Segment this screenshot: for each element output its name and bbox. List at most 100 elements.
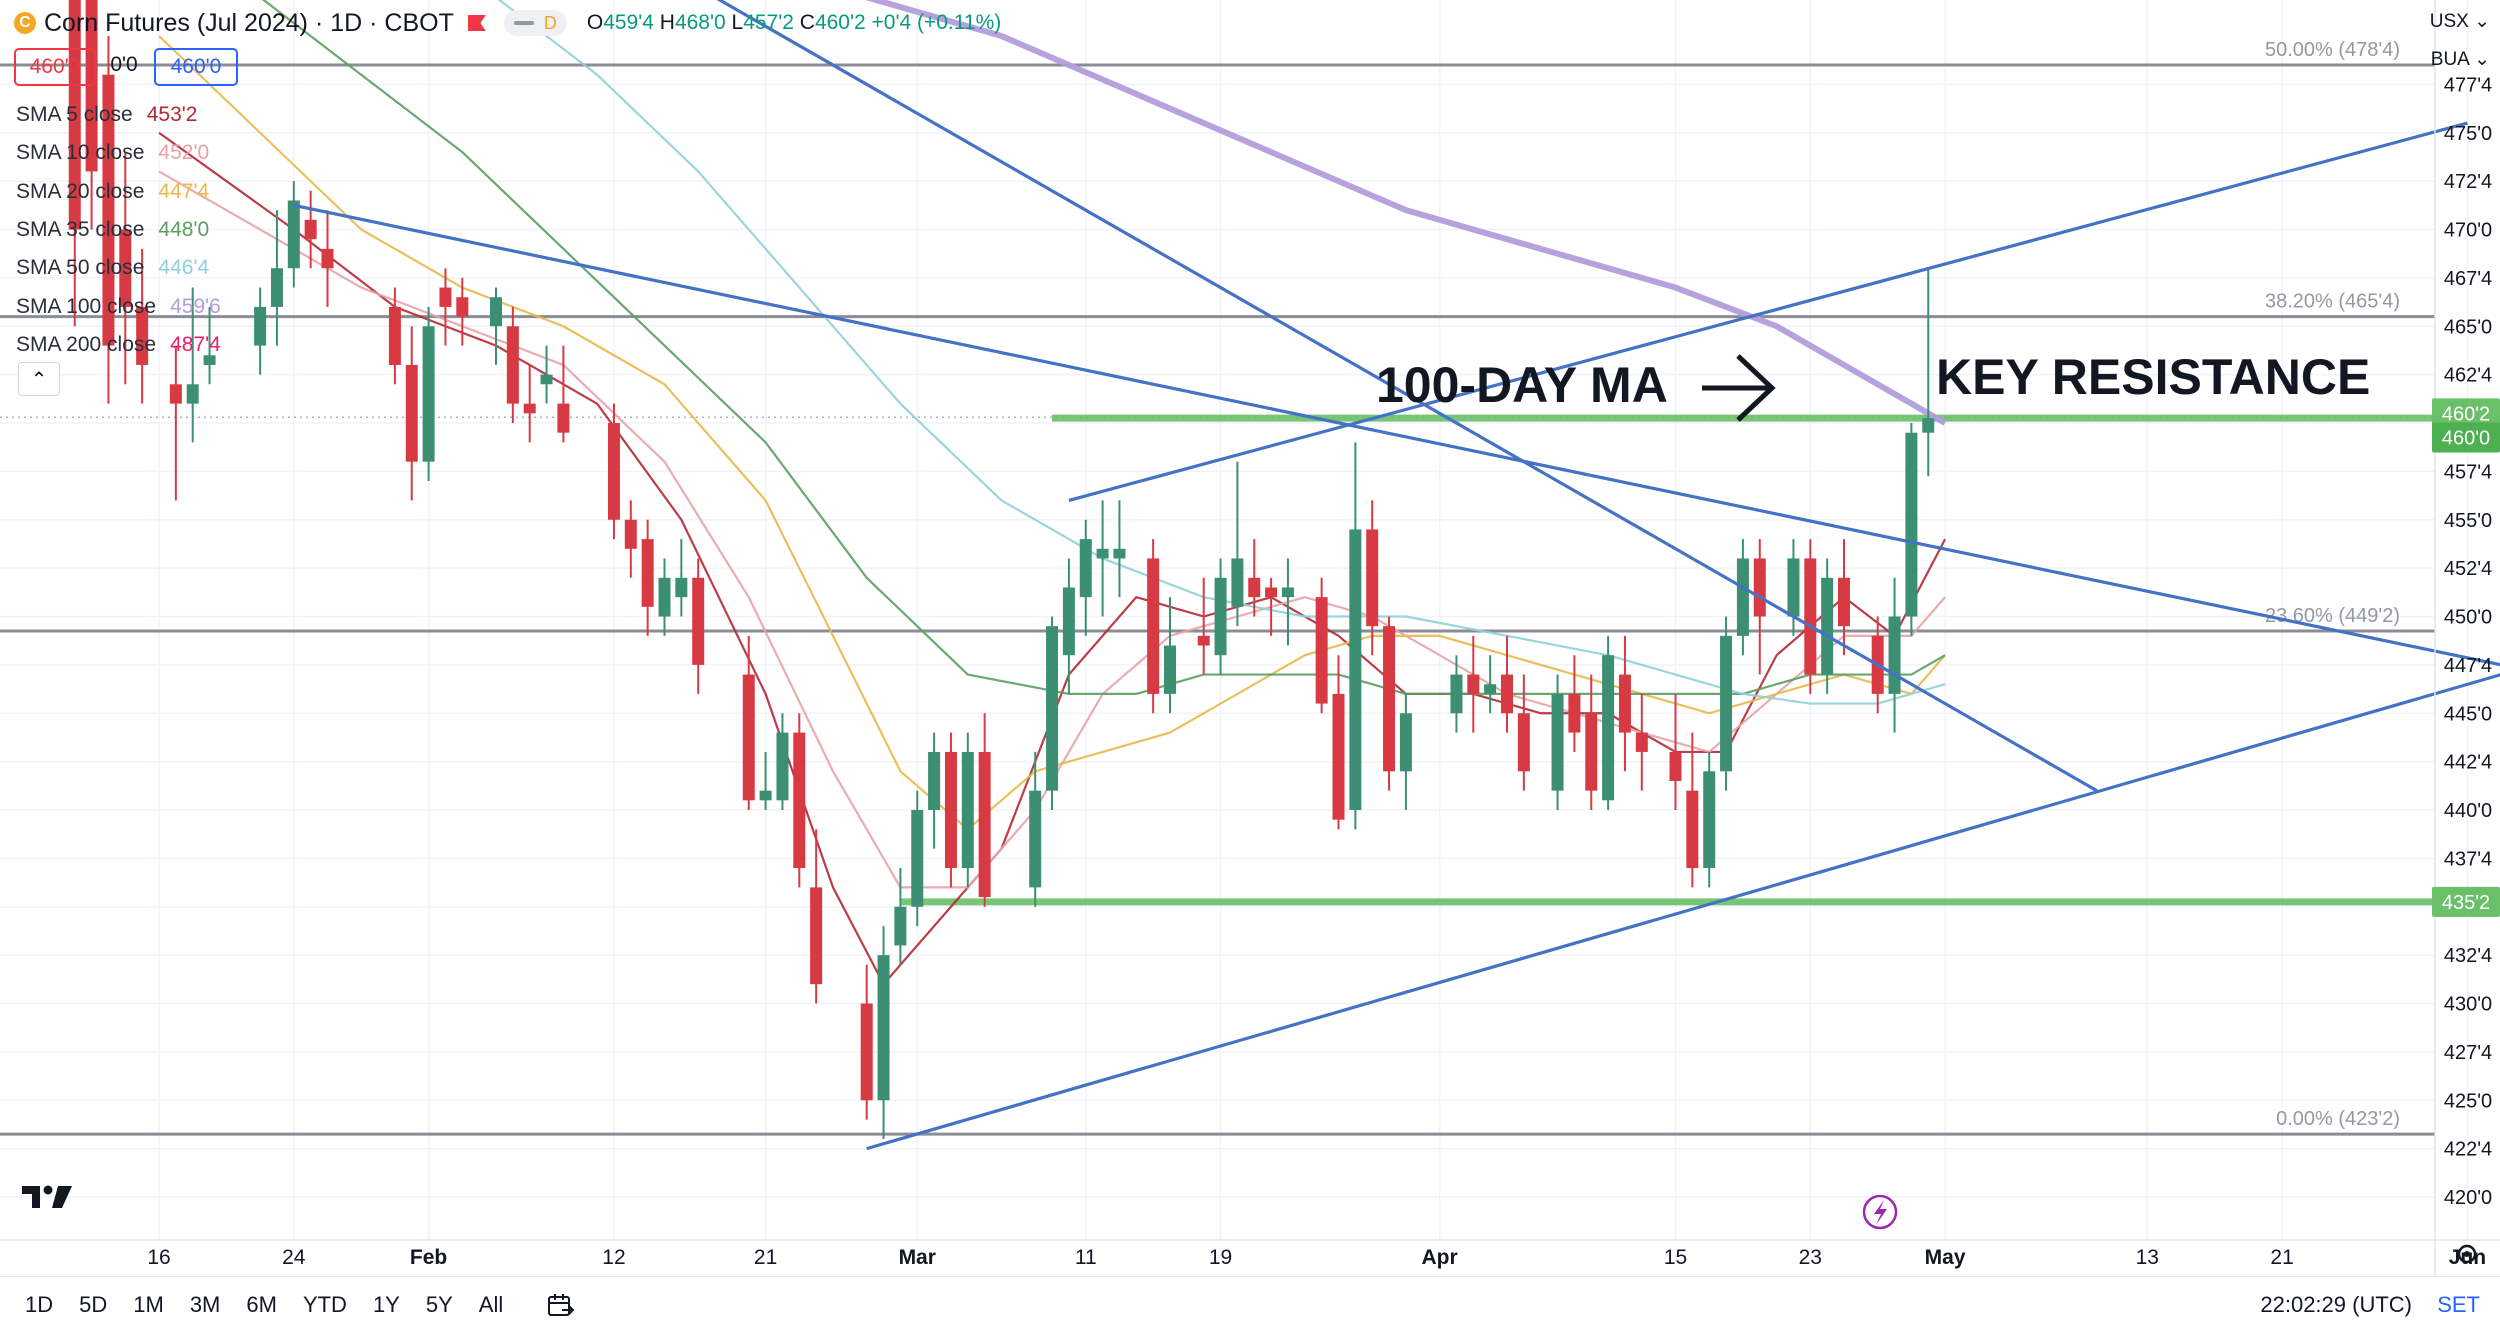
candle-body [1787, 558, 1800, 617]
timeframe-all-button[interactable]: All [478, 1291, 504, 1317]
candle-body [321, 248, 334, 269]
candle-up [1281, 558, 1294, 646]
ohlc-close-key: C [799, 11, 815, 34]
candle-down [641, 519, 654, 636]
buy-price-button[interactable]: 460'0 [154, 48, 238, 86]
candle-down [1197, 577, 1210, 675]
candle-down [68, 0, 81, 327]
candle-up [1349, 442, 1362, 830]
timeframe-5y-button[interactable]: 5Y [425, 1291, 453, 1317]
symbol-title[interactable]: Corn Futures (Jul 2024) · 1D · CBOT [44, 8, 454, 37]
candle-body [1029, 790, 1042, 888]
tradingview-logo-icon[interactable] [22, 1182, 72, 1212]
candle-up [1787, 539, 1800, 636]
candle-body [894, 906, 907, 946]
indicator-name: SMA 10 close [16, 141, 145, 165]
price-tick-label: 477'4 [2444, 74, 2492, 96]
timeframe-1m-button[interactable]: 1M [133, 1291, 164, 1317]
candle-body [1821, 577, 1834, 675]
calendar-range-icon[interactable] [546, 1292, 575, 1318]
candle-body [1686, 790, 1699, 869]
indicator-row[interactable]: SMA 10 close 452'0 [16, 134, 221, 172]
candle-up [658, 558, 671, 636]
indicator-row[interactable]: SMA 20 close 447'4 [16, 173, 221, 211]
indicator-row[interactable]: SMA 100 close 459'6 [16, 287, 221, 325]
price-tick-label: 462'4 [2444, 365, 2492, 387]
price-tick-label: 465'0 [2444, 316, 2492, 338]
candle-body [1720, 635, 1733, 772]
timeframe-6m-button[interactable]: 6M [246, 1291, 277, 1317]
collapse-legend-button[interactable]: ⌃ [18, 362, 60, 396]
candle-body [944, 751, 957, 869]
indicator-legend: SMA 5 close 453'2 SMA 10 close 452'0 SMA 20 … [16, 96, 221, 364]
gear-ring [2457, 1244, 2477, 1264]
timeframe-ytd-button[interactable]: YTD [302, 1291, 347, 1317]
candle-down [506, 306, 519, 423]
indicator-value: 453'2 [146, 103, 198, 127]
candle-up [1602, 635, 1615, 810]
candle-down [1838, 539, 1850, 656]
candle-down [1265, 577, 1278, 636]
timeframe-1d-button[interactable]: 1D [25, 1291, 54, 1317]
clock-display[interactable]: 22:02:29 (UTC) [2260, 1291, 2412, 1317]
candle-body [1349, 529, 1362, 810]
candle-body [1265, 587, 1278, 598]
time-axis: 16 24 Feb 12 21 Mar 11 19 Apr 15 23 May 13 21 Jun [0, 1239, 2500, 1269]
currency-selector[interactable]: USX ⌄ [2430, 10, 2490, 33]
annotation-arrow [1702, 354, 1898, 1230]
price-tick-label: 455'0 [2444, 510, 2492, 532]
candle-body [742, 674, 755, 801]
fib-label: 38.20% (465'4) [2265, 291, 2400, 313]
indicator-row[interactable]: SMA 35 close 448'0 [16, 211, 221, 249]
price-tick-label: 467'4 [2444, 268, 2492, 290]
candle-body [523, 403, 536, 414]
unit-selector[interactable]: BUA ⌄ [2431, 48, 2490, 71]
price-axis: 420'0422'4425'0427'4430'0432'4435'0437'4… [2432, 0, 2500, 1276]
timeframe-5d-button[interactable]: 5D [79, 1291, 108, 1317]
fib-label: 23.60% (449'2) [2265, 605, 2400, 627]
price-tick-label: 457'4 [2444, 461, 2492, 483]
candle-body [1096, 548, 1109, 559]
price-tick-label: 445'0 [2444, 703, 2492, 725]
time-tick-label: 24 [282, 1246, 306, 1269]
candle-up [1399, 693, 1412, 810]
timeframe-3m-button[interactable]: 3M [189, 1291, 221, 1317]
candle-body [254, 306, 267, 346]
candle-body [540, 374, 553, 385]
flag-icon[interactable] [467, 15, 486, 31]
candle-body [1046, 626, 1059, 791]
price-tick-label: 475'0 [2444, 123, 2492, 145]
candle-body [1838, 577, 1850, 627]
sma-line [261, 0, 1946, 696]
candle-body [456, 297, 469, 317]
candle-body [287, 200, 300, 269]
indicator-row[interactable]: SMA 5 close 453'2 [16, 96, 221, 134]
delay-badge[interactable]: D [503, 10, 567, 36]
price-tick-label: 452'4 [2444, 558, 2492, 580]
candle-body [978, 751, 991, 898]
indicator-row[interactable]: SMA 50 close 446'4 [16, 249, 221, 287]
settings-button[interactable]: SET [2437, 1291, 2480, 1317]
indicator-row[interactable]: SMA 200 close 487'4 [16, 326, 221, 364]
candle-body [422, 326, 435, 462]
candle-body [439, 287, 452, 307]
candle-down [523, 364, 536, 443]
timeframe-1y-button[interactable]: 1Y [372, 1291, 400, 1317]
candle-down [793, 713, 806, 888]
candle-down [1383, 616, 1396, 791]
candle-down [1332, 655, 1345, 830]
candle-up [1821, 558, 1834, 694]
candle-down [1501, 635, 1513, 733]
candle-body [1214, 577, 1227, 656]
trendlines [293, 0, 2500, 1151]
sell-price-button[interactable]: 460'0 [14, 48, 96, 86]
trendline [716, 0, 2098, 793]
candle-body [203, 355, 216, 365]
price-tag [2432, 886, 2500, 917]
candle-up [287, 181, 300, 288]
ma-annotation: 100-DAY MA [1376, 357, 1668, 413]
currency-label: USX [2429, 11, 2469, 32]
candle-body [928, 751, 941, 810]
price-tag [2432, 422, 2500, 453]
